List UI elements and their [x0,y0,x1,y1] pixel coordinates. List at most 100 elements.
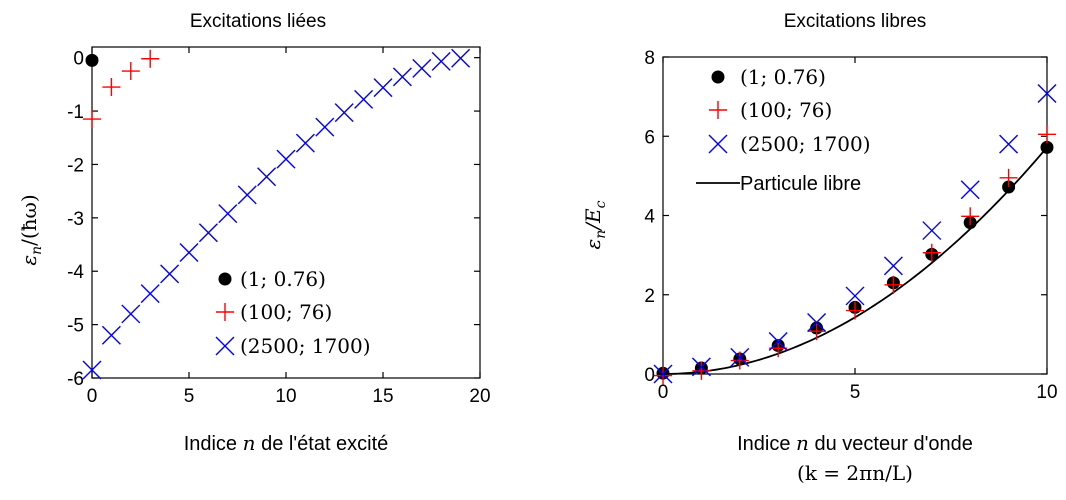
right-legend-label-2: (100; 76) [740,98,832,122]
data-point [653,364,673,384]
data-point [807,322,826,341]
right-legend-label-3: (2500; 1700) [740,132,871,156]
y-tick-label: 6 [644,127,655,148]
data-point [198,223,218,243]
x-tick-label: 0 [87,386,98,407]
left-chart-title: Excitations liées [190,11,326,32]
left-axis-ticks: 0 5 10 15 20 0 -1 -2 -3 -4 -5 -6 [67,47,491,407]
data-point [431,51,451,71]
x-tick-label: 20 [469,386,490,407]
data-point [82,360,102,380]
y-tick-label: 0 [73,49,84,70]
legend-marker-2 [708,134,728,154]
data-point [884,275,903,294]
data-point [1002,180,1016,194]
series-1 [83,49,160,129]
y-tick-label: 4 [644,207,655,228]
data-point [1037,83,1057,103]
data-point [883,256,903,276]
data-point [392,67,412,87]
series-0 [85,53,99,67]
series-2 [653,83,1057,384]
y-tick-label: 2 [644,286,655,307]
x-tick-label: 10 [275,386,296,407]
right-chart-title: Excitations libres [784,11,927,32]
data-point [807,312,827,332]
left-chart: Excitations liées 0 5 10 15 200-1-2-3-4-5-6 … [17,11,491,455]
y-tick-label: 0 [644,365,655,386]
right-y-axis-label: εn/E/Ec [581,200,609,249]
right-legend-label-4: Particule libre [740,173,861,195]
left-legend-label-3: (2500; 1700) [240,334,371,358]
data-point [354,89,374,109]
right-legend: (1; 0.76) (100; 76) (2500; 1700) Particu… [696,65,871,195]
right-plot-frame [662,56,1048,375]
data-point [295,133,315,153]
right-chart: Excitations libres 0 5 10 0 2 4 6 8 (1; 0.76) (… [581,11,1058,485]
left-data-marks [82,48,471,380]
data-point [141,49,160,68]
data-point [83,110,101,129]
left-legend: (1; 0.76) (100; 76) (2500; 1700) [215,267,371,358]
data-point [121,62,140,81]
legend-marker-1 [216,303,234,321]
data-point [1040,140,1054,154]
right-axis-ticks: 0 5 10 0 2 4 6 8 [644,48,1057,403]
data-point [179,243,199,263]
left-x-axis-label: Indice n de l'état excité [184,431,389,455]
data-point [101,325,121,345]
data-point [654,366,672,385]
x-tick-label: 10 [1036,382,1057,403]
right-x-axis-label-formula: (k = 2πn/L) [797,461,913,485]
data-point [315,117,335,137]
legend-marker-2 [215,336,235,356]
data-point [102,78,121,97]
data-point [412,58,432,78]
data-point [1038,125,1056,144]
data-point [692,361,711,380]
data-point [276,149,296,169]
x-tick-label: 5 [184,386,195,407]
right-legend-label-1: (1; 0.76) [740,65,826,89]
data-point [768,332,788,352]
y-tick-label: -6 [67,369,84,390]
series-1 [654,125,1056,385]
data-point [160,264,180,284]
y-tick-label: -1 [67,102,84,123]
right-data-marks [653,83,1057,385]
data-point [845,286,865,306]
series-2 [82,48,471,380]
y-tick-label: 8 [644,48,655,69]
data-point [237,185,257,205]
data-point [451,48,471,68]
x-tick-label: 5 [850,382,861,403]
left-legend-label-1: (1; 0.76) [240,267,326,291]
data-point [922,221,942,241]
right-x-axis-label: Indice n du vecteur d'onde [737,431,973,455]
data-point [334,103,354,123]
y-tick-label: -3 [67,209,84,230]
left-y-axis-label: εn/(ħω) [17,194,45,265]
legend-marker-0 [218,272,232,286]
left-legend-label-2: (100; 76) [240,300,332,324]
y-tick-label: -4 [67,262,84,283]
data-point [846,301,864,320]
data-point [961,207,980,226]
left-plot-frame [91,46,481,379]
data-point [691,357,711,377]
x-tick-label: 15 [372,386,393,407]
data-point [999,168,1018,187]
data-point [85,53,99,67]
legend-marker-1 [709,101,727,119]
data-point [218,204,238,224]
data-point [730,351,749,370]
data-point [257,167,277,187]
legend-marker-0 [711,70,725,84]
data-point [730,347,750,367]
data-point [922,243,941,262]
y-tick-label: -5 [67,316,84,337]
data-point [960,180,980,200]
data-point [140,284,160,304]
x-tick-label: 0 [658,382,669,403]
data-point [373,78,393,98]
